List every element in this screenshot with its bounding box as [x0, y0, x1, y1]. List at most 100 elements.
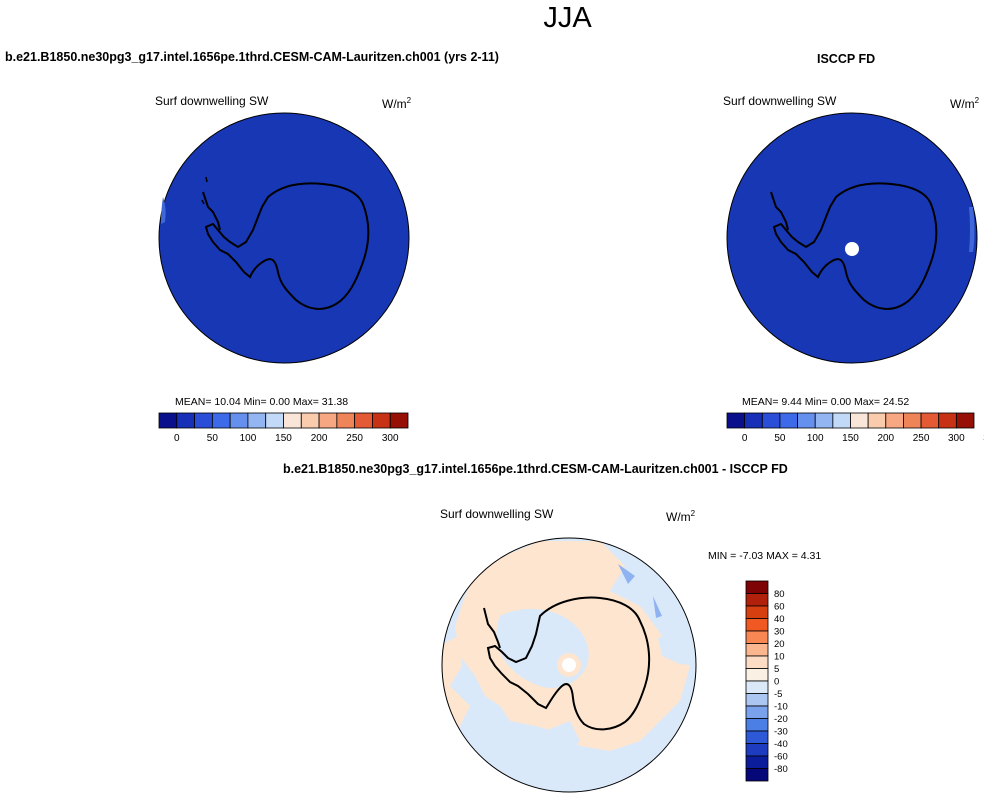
- obs-coastline: [772, 182, 938, 310]
- colorbar-label: -20: [774, 714, 788, 725]
- model-stats: MEAN= 10.04 Min= 0.00 Max= 31.38: [175, 396, 349, 408]
- main-title: JJA: [543, 2, 592, 34]
- colorbar-label: 150: [275, 433, 292, 444]
- colorbar-box: [885, 412, 904, 429]
- model-polar-map: [158, 112, 410, 364]
- colorbar-label: 60: [774, 602, 785, 613]
- diff-pole-missing: [562, 658, 576, 672]
- diff-coastline: [486, 596, 651, 731]
- colorbar-label: 30: [774, 627, 785, 638]
- model-edge-patch: [161, 197, 166, 224]
- model-colorbar-labels: 0 50 100 150 200 250 300 350: [174, 433, 418, 444]
- diff-case-title: b.e21.B1850.ne30pg3_g17.intel.1656pe.1th…: [283, 462, 788, 476]
- colorbar-label: 200: [877, 433, 894, 444]
- model-variable-label: Surf downwelling SW: [155, 94, 269, 108]
- colorbar-box: [920, 412, 940, 429]
- colorbar-label: 0: [174, 433, 180, 444]
- colorbar-box: [745, 693, 769, 707]
- colorbar-box: [745, 593, 769, 607]
- colorbar-label: 10: [774, 652, 785, 663]
- model-colorbar-boxes: [158, 412, 409, 429]
- colorbar-box: [745, 605, 769, 619]
- colorbar-box: [745, 643, 769, 657]
- colorbar-box: [745, 668, 769, 682]
- colorbar-box: [745, 730, 769, 744]
- colorbar-box: [247, 412, 267, 429]
- obs-peninsula: [770, 191, 789, 231]
- obs-polar-map: [726, 112, 978, 364]
- colorbar-box: [832, 412, 851, 429]
- obs-colorbar-boxes: [726, 412, 975, 429]
- obs-stats: MEAN= 9.44 Min= 0.00 Max= 24.52: [742, 396, 910, 408]
- colorbar-box: [745, 755, 769, 769]
- colorbar-box: [955, 412, 975, 429]
- colorbar-box: [745, 705, 769, 719]
- colorbar-box: [176, 412, 195, 429]
- colorbar-label: 250: [346, 433, 363, 444]
- diff-polar-map: [441, 537, 697, 793]
- colorbar-box: [903, 412, 922, 429]
- colorbar-label: -80: [774, 764, 788, 775]
- colorbar-box: [814, 412, 834, 429]
- obs-case-title: ISCCP FD: [817, 52, 876, 66]
- colorbar-box: [745, 680, 769, 694]
- obs-units: W/m2: [950, 96, 980, 111]
- colorbar-box: [211, 412, 231, 429]
- colorbar-label: 0: [742, 433, 748, 444]
- model-case-title: b.e21.B1850.ne30pg3_g17.intel.1656pe.1th…: [5, 50, 499, 64]
- colorbar-box: [745, 743, 769, 757]
- colorbar-label: 350: [983, 433, 984, 444]
- obs-variable-label: Surf downwelling SW: [723, 94, 837, 108]
- diff-colorbar-boxes: [745, 580, 769, 782]
- colorbar-box: [850, 412, 869, 429]
- obs-map-disk: [726, 112, 978, 364]
- colorbar-box: [318, 412, 338, 429]
- colorbar-label: 100: [807, 433, 824, 444]
- colorbar-label: -40: [774, 739, 788, 750]
- colorbar-box: [158, 412, 178, 429]
- colorbar-box: [779, 412, 798, 429]
- colorbar-box: [300, 412, 320, 429]
- colorbar-label: 300: [948, 433, 965, 444]
- colorbar-box: [745, 630, 769, 644]
- colorbar-label: -30: [774, 727, 788, 738]
- diff-variable-label: Surf downwelling SW: [440, 507, 554, 521]
- colorbar-label: -60: [774, 752, 788, 763]
- colorbar-box: [745, 718, 769, 732]
- colorbar-box: [283, 412, 302, 429]
- colorbar-box: [867, 412, 887, 429]
- colorbar-box: [745, 618, 769, 632]
- colorbar-label: 300: [382, 433, 399, 444]
- colorbar-label: 200: [311, 433, 328, 444]
- colorbar-label: 350: [417, 433, 418, 444]
- colorbar-label: 0: [774, 677, 779, 688]
- colorbar-label: 5: [774, 664, 779, 675]
- colorbar-box: [761, 412, 781, 429]
- colorbar-box: [389, 412, 409, 429]
- diff-peninsula: [483, 607, 501, 649]
- colorbar-label: -10: [774, 702, 788, 713]
- obs-pole-missing: [845, 242, 859, 256]
- colorbar-box: [797, 412, 816, 429]
- colorbar-box: [354, 412, 373, 429]
- colorbar-box: [745, 580, 769, 594]
- colorbar-label: -5: [774, 689, 782, 700]
- colorbar-box: [372, 412, 391, 429]
- colorbar-box: [229, 412, 249, 429]
- colorbar-label: 50: [207, 433, 219, 444]
- model-colorbar: 0 50 100 150 200 250 300 350: [158, 412, 418, 444]
- colorbar-label: 100: [240, 433, 257, 444]
- obs-colorbar: 0 50 100 150 200 250 300 350: [726, 412, 984, 444]
- colorbar-label: 20: [774, 639, 785, 650]
- model-units: W/m2: [382, 96, 412, 111]
- obs-colorbar-labels: 0 50 100 150 200 250 300 350: [742, 433, 984, 444]
- colorbar-label: 40: [774, 614, 785, 625]
- model-peninsula: [202, 191, 221, 231]
- colorbar-label: 50: [774, 433, 786, 444]
- colorbar-box: [194, 412, 213, 429]
- diff-stats: MIN = -7.03 MAX = 4.31: [708, 550, 822, 562]
- colorbar-box: [938, 412, 957, 429]
- colorbar-label: 250: [913, 433, 930, 444]
